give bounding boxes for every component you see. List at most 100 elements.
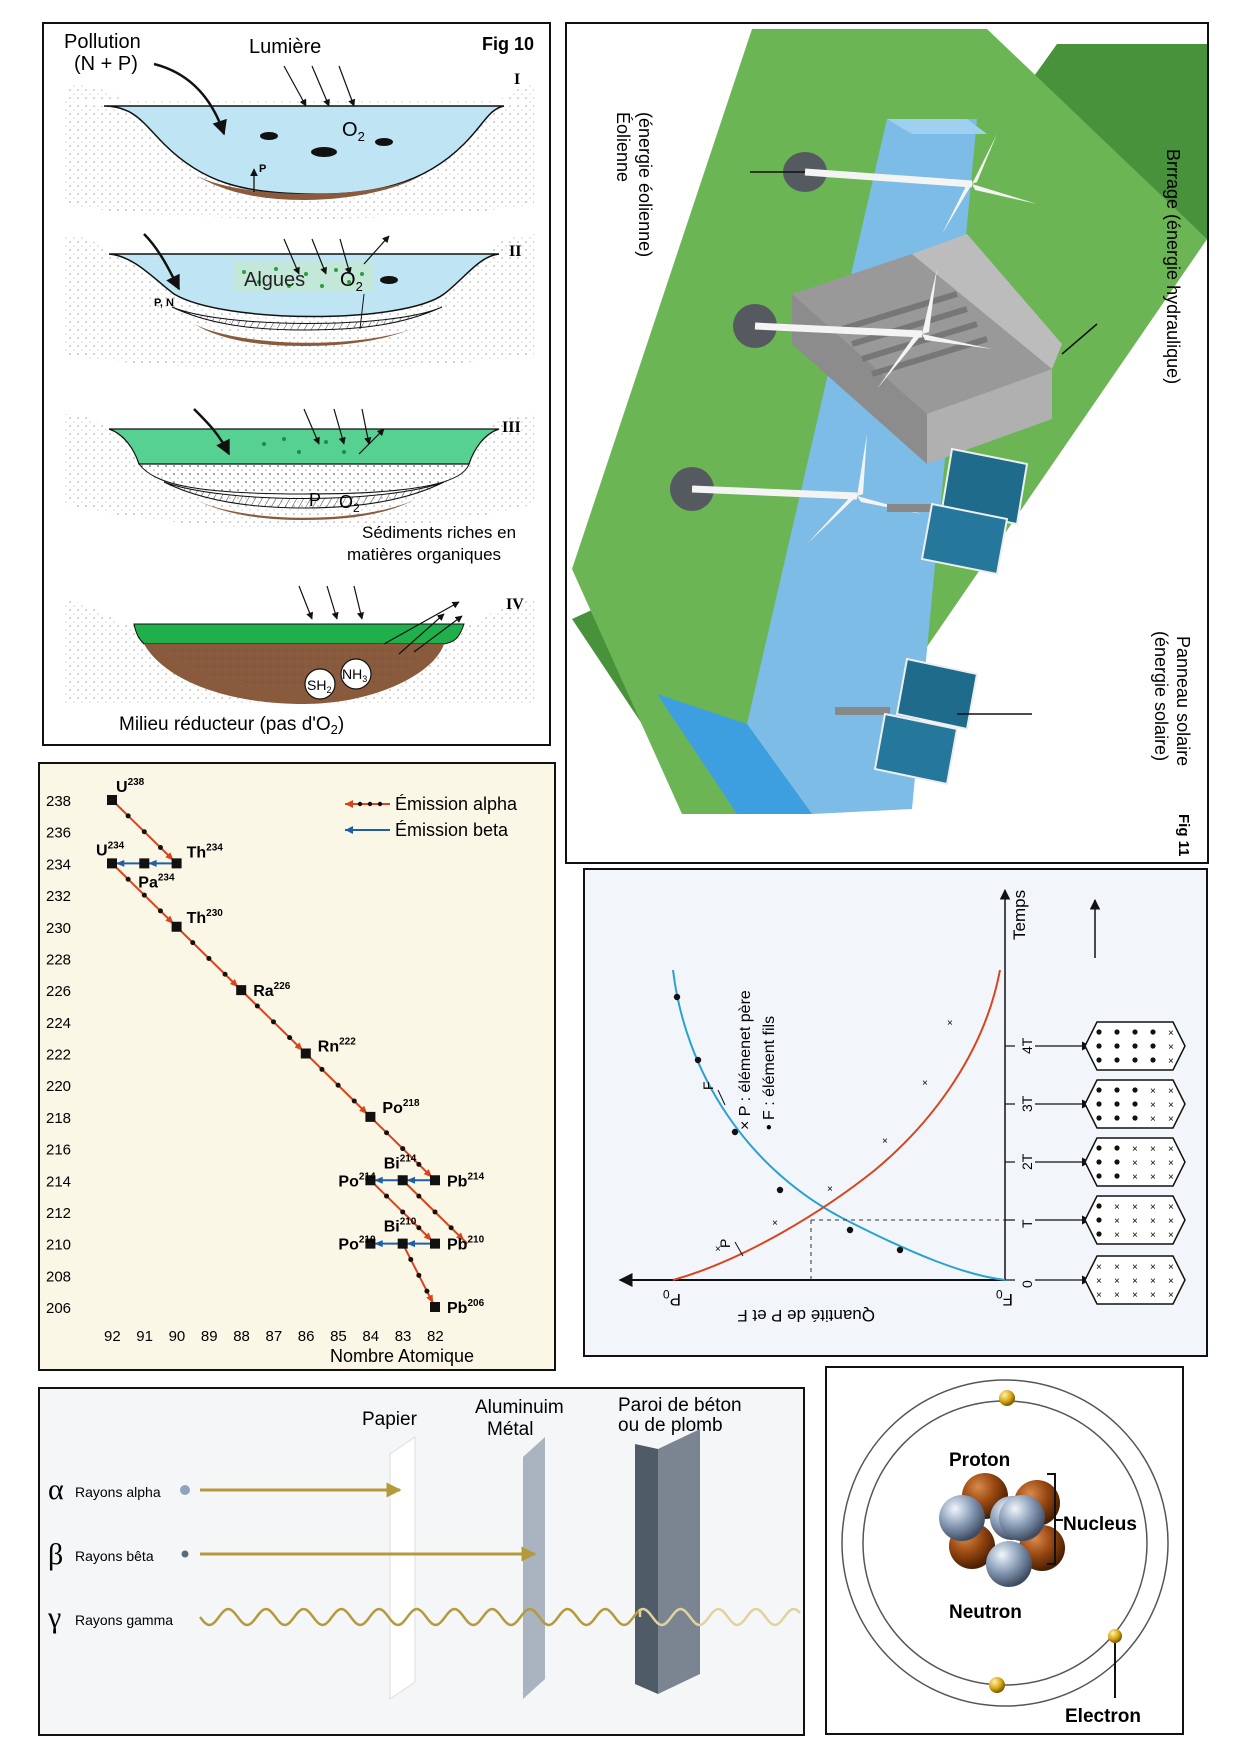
svg-text:×: × — [1168, 1042, 1174, 1053]
nuclide-label: Bi210 — [384, 1217, 417, 1236]
sh2-bubble — [304, 668, 336, 700]
svg-text:×: × — [1132, 1216, 1138, 1227]
nuclide-label: Bi214 — [384, 1153, 417, 1172]
aluminium-sheet — [523, 1437, 545, 1699]
x-tick-label: 86 — [298, 1328, 315, 1345]
decay-chain-chart: Émission alpha Émission beta 238 236 234 23… — [46, 777, 518, 1366]
nuclide-marker — [171, 921, 182, 932]
gamma-symbol: γ — [47, 1601, 61, 1634]
f-point — [694, 1056, 702, 1064]
svg-text:×: × — [1132, 1230, 1138, 1241]
decay-dot — [384, 1193, 390, 1199]
nuclide-label: U234 — [96, 840, 125, 859]
fish-icon — [380, 276, 398, 284]
curve-f-label: F — [700, 1081, 716, 1090]
nuclide-marker — [397, 1238, 408, 1249]
radiation-diagram: Papier Aluminuim Métal Paroi de béton ou… — [47, 1395, 801, 1700]
arrow-head — [374, 1176, 383, 1184]
svg-text:×: × — [1168, 1144, 1174, 1155]
nuclide-marker — [171, 858, 182, 869]
time-tick-label: 4T — [1019, 1037, 1035, 1054]
y-tick-label: 208 — [46, 1268, 71, 1285]
decay-dot — [400, 1146, 406, 1152]
reducing-env-label: Milieu réducteur (pas d'O2) — [119, 714, 344, 737]
nucleus-label: Nucleus — [1063, 1514, 1137, 1535]
decay-chain-panel: Émission alpha Émission beta 238 236 234 23… — [38, 762, 556, 1371]
proton-label: Proton — [949, 1450, 1010, 1471]
svg-text:×: × — [1150, 1172, 1156, 1183]
sample-hexagon — [1084, 1255, 1186, 1305]
halflife-legend: × P : élémenet père • F : élément fils — [737, 990, 778, 1130]
y-tick-label: 236 — [46, 825, 71, 842]
dam-label: Brrrage (énergie hydraulique) — [1163, 149, 1183, 384]
nuclide-label: Po214 — [338, 1171, 376, 1190]
time-tick-label: T — [1019, 1219, 1035, 1228]
decay-dot — [206, 955, 212, 961]
y-tick-label: 232 — [46, 888, 71, 905]
alu-label-2: Métal — [487, 1419, 533, 1440]
curve-p-label: P — [717, 1239, 733, 1248]
p-point: × — [715, 1244, 721, 1255]
paper-sheet — [389, 1436, 416, 1700]
svg-text:×: × — [1150, 1262, 1156, 1273]
lake-stage-4: SH2 NH3 Milieu réducteur (pas d'O2) IV — [64, 585, 534, 737]
nuclide-marker — [430, 1302, 440, 1312]
p0-label: P0 — [663, 1287, 681, 1309]
fig11-panel: Éolienne (énergie éolienne) Brrrage (éne… — [565, 22, 1209, 864]
arrow-head — [406, 1176, 415, 1184]
svg-text:×: × — [1150, 1216, 1156, 1227]
decay-dot — [335, 1082, 341, 1088]
nuclide-label: Pa234 — [138, 872, 175, 891]
electron — [999, 1390, 1015, 1406]
svg-text:×: × — [1168, 1216, 1174, 1227]
neutron — [939, 1495, 985, 1541]
f-point — [673, 993, 681, 1001]
nuclide-marker — [139, 858, 150, 869]
svg-text:×: × — [1114, 1262, 1120, 1273]
nuclide-label: Ra226 — [253, 981, 291, 1000]
stage-4-label: IV — [506, 596, 524, 613]
x-axis-label: Nombre Atomique — [330, 1346, 474, 1366]
nuclide-label: Th230 — [187, 908, 224, 927]
electron — [989, 1677, 1005, 1693]
phosphorus-label: P — [259, 163, 266, 175]
pollution-arrow — [153, 62, 227, 136]
y-tick-label: 206 — [46, 1300, 71, 1317]
radiation-panel: Papier Aluminuim Métal Paroi de béton ou… — [38, 1387, 805, 1736]
sediments-label-2: matières organiques — [347, 545, 501, 564]
nuclide-marker — [365, 1111, 376, 1122]
decay-dot — [190, 940, 196, 946]
solar-panel — [887, 447, 1029, 576]
y-tick-label: 216 — [46, 1142, 71, 1159]
sh2-label: SH2 — [307, 677, 331, 695]
pn-label: P, N — [154, 297, 174, 309]
svg-text:× P : élémenet père: × P : élémenet père — [737, 990, 754, 1130]
svg-text:×: × — [1150, 1086, 1156, 1097]
sample-hexagon — [1084, 1137, 1186, 1187]
gamma-label: Rayons gamma — [75, 1612, 173, 1628]
decay-dot — [141, 892, 147, 898]
svg-text:Brrrage (énergie hydraulique): Brrrage (énergie hydraulique) — [1163, 149, 1183, 384]
arrow-head — [426, 1294, 434, 1304]
nuclide-label: Pb210 — [447, 1235, 485, 1254]
nuclide-marker — [365, 1175, 376, 1186]
legend: Émission alpha Émission beta — [345, 794, 518, 840]
nuclide-marker — [107, 795, 117, 805]
beta-label: Rayons bêta — [75, 1548, 154, 1564]
p-point: × — [827, 1184, 833, 1195]
svg-text:(énergie solaire): (énergie solaire) — [1151, 631, 1171, 761]
o2-label-3: O2 — [339, 492, 360, 515]
fish-icon — [375, 138, 393, 146]
neutron-label: Neutron — [949, 1602, 1022, 1623]
svg-text:×: × — [1132, 1262, 1138, 1273]
nuclide-marker — [430, 1238, 440, 1249]
svg-text:Fig 11: Fig 11 — [1175, 814, 1192, 857]
x-tick-label: 88 — [233, 1328, 250, 1345]
arrow-head — [406, 1240, 415, 1248]
svg-text:×: × — [1150, 1230, 1156, 1241]
y-tick-label: 214 — [46, 1173, 71, 1190]
decay-dot — [416, 1161, 422, 1167]
arrow-head — [116, 859, 125, 867]
nuclide-label: Th234 — [187, 842, 224, 861]
fig11-title: Fig 11 — [1175, 814, 1192, 857]
